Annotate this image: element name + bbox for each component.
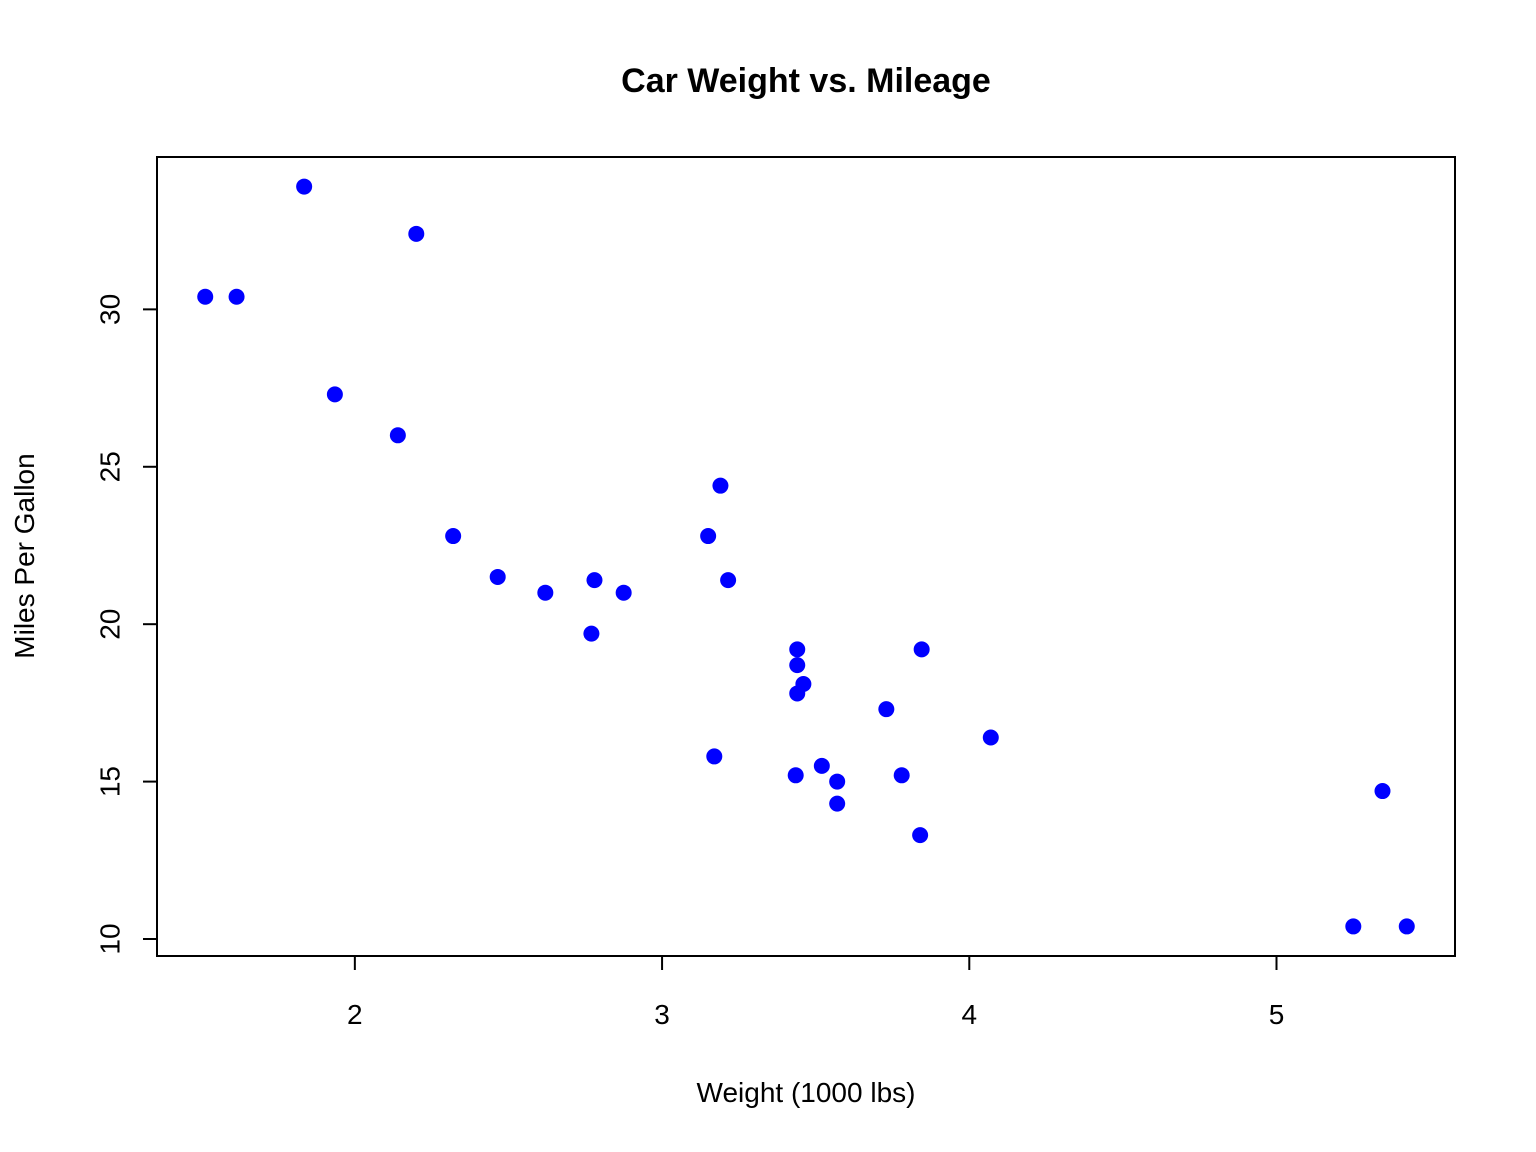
data-point	[913, 641, 930, 658]
data-point	[789, 685, 806, 702]
x-axis-label: Weight (1000 lbs)	[697, 1077, 916, 1108]
data-point	[1345, 918, 1362, 935]
data-point	[712, 477, 729, 494]
data-point	[789, 641, 806, 658]
data-point	[296, 178, 313, 195]
y-tick-label: 15	[95, 766, 126, 797]
data-point	[789, 657, 806, 674]
data-point	[389, 427, 406, 444]
data-point	[720, 572, 737, 589]
y-tick-label: 30	[95, 294, 126, 325]
data-point	[829, 795, 846, 812]
data-point	[583, 625, 600, 642]
data-point	[445, 528, 462, 545]
data-point	[408, 225, 425, 242]
data-point	[706, 748, 723, 765]
data-point	[489, 568, 506, 585]
x-tick-label: 2	[347, 999, 363, 1030]
data-point	[787, 767, 804, 784]
data-point	[829, 773, 846, 790]
data-point	[813, 757, 830, 774]
x-tick-label: 3	[654, 999, 670, 1030]
data-point	[912, 827, 929, 844]
data-point	[228, 288, 245, 305]
y-tick-label: 25	[95, 451, 126, 482]
x-tick-label: 5	[1269, 999, 1285, 1030]
data-point	[197, 288, 214, 305]
data-point	[700, 528, 717, 545]
data-point	[982, 729, 999, 746]
data-point	[1398, 918, 1415, 935]
chart-title: Car Weight vs. Mileage	[621, 62, 991, 100]
data-point	[326, 386, 343, 403]
y-axis-label: Miles Per Gallon	[9, 453, 40, 658]
data-point	[1374, 783, 1391, 800]
x-axis: 2 3 4 5	[347, 955, 1285, 1030]
y-axis: 10 15 20 25 30	[95, 294, 158, 955]
data-point	[878, 701, 895, 718]
y-tick-label: 20	[95, 609, 126, 640]
y-tick-label: 10	[95, 923, 126, 954]
data-point	[537, 584, 554, 601]
x-tick-label: 4	[961, 999, 977, 1030]
data-point	[893, 767, 910, 784]
plot-frame	[156, 156, 1456, 957]
data-point	[586, 572, 603, 589]
data-points	[197, 178, 1415, 935]
data-point	[615, 584, 632, 601]
